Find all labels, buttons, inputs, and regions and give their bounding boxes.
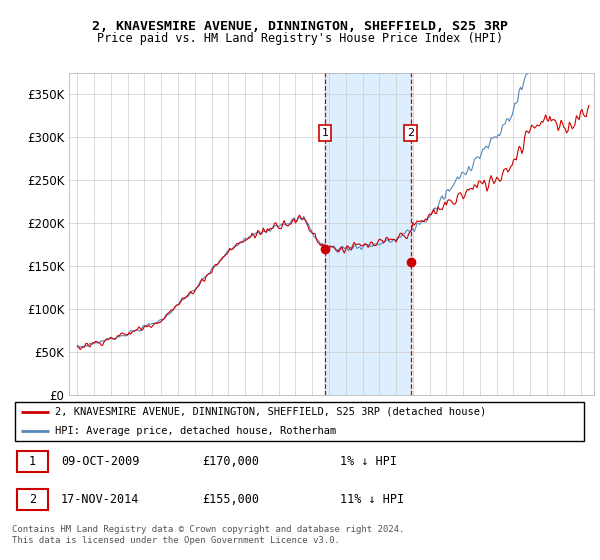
Text: 1: 1	[322, 128, 329, 138]
FancyBboxPatch shape	[15, 402, 584, 441]
Text: £170,000: £170,000	[202, 455, 259, 468]
Text: 2: 2	[407, 128, 415, 138]
Text: HPI: Average price, detached house, Rotherham: HPI: Average price, detached house, Roth…	[55, 426, 337, 436]
Text: 1: 1	[29, 455, 36, 468]
Text: 09-OCT-2009: 09-OCT-2009	[61, 455, 139, 468]
Text: Price paid vs. HM Land Registry's House Price Index (HPI): Price paid vs. HM Land Registry's House …	[97, 32, 503, 45]
Text: 2: 2	[29, 493, 36, 506]
Text: Contains HM Land Registry data © Crown copyright and database right 2024.
This d: Contains HM Land Registry data © Crown c…	[12, 525, 404, 545]
Text: 11% ↓ HPI: 11% ↓ HPI	[340, 493, 404, 506]
Text: 17-NOV-2014: 17-NOV-2014	[61, 493, 139, 506]
Text: 1% ↓ HPI: 1% ↓ HPI	[340, 455, 397, 468]
Text: 2, KNAVESMIRE AVENUE, DINNINGTON, SHEFFIELD, S25 3RP (detached house): 2, KNAVESMIRE AVENUE, DINNINGTON, SHEFFI…	[55, 407, 487, 417]
Bar	[325, 73, 411, 395]
Text: £155,000: £155,000	[202, 493, 259, 506]
FancyBboxPatch shape	[17, 451, 48, 473]
Text: 2, KNAVESMIRE AVENUE, DINNINGTON, SHEFFIELD, S25 3RP: 2, KNAVESMIRE AVENUE, DINNINGTON, SHEFFI…	[92, 20, 508, 32]
FancyBboxPatch shape	[17, 489, 48, 510]
